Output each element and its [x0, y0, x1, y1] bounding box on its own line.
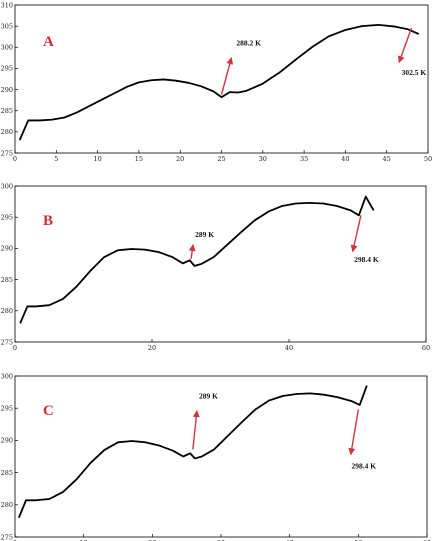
x-tick-label: 20	[148, 344, 156, 352]
y-tick-label: 280	[1, 307, 13, 315]
x-tick-label: 50	[424, 155, 432, 163]
x-tick-label: 20	[176, 155, 184, 163]
y-tick-label: 280	[1, 128, 13, 136]
y-tick-label: 280	[1, 501, 13, 509]
y-tick-label: 290	[1, 437, 13, 445]
x-tick-label: 10	[80, 539, 88, 541]
y-tick-label: 295	[1, 214, 13, 222]
y-tick-label: 290	[1, 86, 13, 94]
y-tick-label: 305	[1, 22, 13, 30]
axes-frame	[14, 185, 427, 343]
x-tick-label: 25	[217, 155, 225, 163]
annotation-label-1: 298.4 K	[351, 462, 376, 471]
y-tick-label: 295	[1, 65, 13, 73]
x-tick-label: 15	[135, 155, 143, 163]
annotation-label-0: 289 K	[199, 392, 218, 401]
annotation-arrow-0	[188, 243, 196, 260]
x-tick-label: 0	[13, 344, 17, 352]
panel-letter: C	[43, 403, 54, 419]
annotation-label-0: 289 K	[195, 230, 214, 239]
annotation-arrow-0	[220, 57, 234, 95]
y-tick-label: 295	[1, 405, 13, 413]
y-tick-label: 285	[1, 107, 13, 115]
y-tick-label: 310	[1, 1, 13, 9]
x-tick-label: 40	[285, 344, 293, 352]
x-tick-label: 45	[383, 155, 391, 163]
x-tick-label: 5	[54, 155, 58, 163]
series-line-0	[19, 23, 419, 141]
x-tick-label: 40	[286, 539, 294, 541]
x-tick-label: 0	[13, 155, 17, 163]
x-tick-label: 60	[422, 344, 430, 352]
chart-panel-A: 0 5 10 15 20 25 30 35 40 45 50 275 280 285 290 295 300 30…	[1, 1, 433, 163]
y-tick-label: 275	[1, 149, 13, 157]
x-tick-label: 0	[13, 539, 17, 541]
y-tick-label: 275	[1, 533, 13, 541]
axes-frame	[14, 375, 428, 538]
annotation-label-0: 288.2 K	[236, 39, 261, 48]
series-line-0	[18, 385, 368, 518]
panel-letter: A	[43, 34, 54, 50]
x-tick-label: 40	[341, 155, 349, 163]
annotation-arrow-0	[192, 410, 200, 450]
annotation-arrow-1	[397, 27, 413, 64]
x-tick-label: 50	[354, 539, 362, 541]
y-tick-label: 285	[1, 276, 13, 284]
x-tick-label: 20	[148, 539, 156, 541]
x-tick-label: 10	[93, 155, 101, 163]
x-tick-label: 30	[259, 155, 267, 163]
y-tick-label: 300	[1, 372, 13, 380]
x-tick-label: 60	[423, 539, 431, 541]
y-tick-label: 285	[1, 469, 13, 477]
y-tick-label: 275	[1, 338, 13, 346]
annotation-label-1: 298.4 K	[354, 255, 379, 264]
panel-letter: B	[43, 213, 53, 229]
annotation-arrow-1	[350, 215, 362, 253]
y-tick-label: 300	[1, 44, 13, 52]
axes-frame	[14, 4, 429, 154]
y-tick-label: 290	[1, 245, 13, 253]
annotation-label-1: 302.5 K	[402, 68, 427, 77]
x-tick-label: 35	[300, 155, 308, 163]
series-line-0	[19, 195, 375, 324]
chart-panel-C: 0 10 20 30 40 50 60 275 280 285 290 295 300 289 K 298.…	[1, 372, 432, 541]
annotation-arrow-1	[348, 409, 360, 456]
x-tick-label: 30	[217, 539, 225, 541]
chart-panel-B: 0 20 40 60 275 280 285 290 295 300 289 K 298.4 K B	[1, 182, 431, 352]
y-tick-label: 300	[1, 182, 13, 190]
